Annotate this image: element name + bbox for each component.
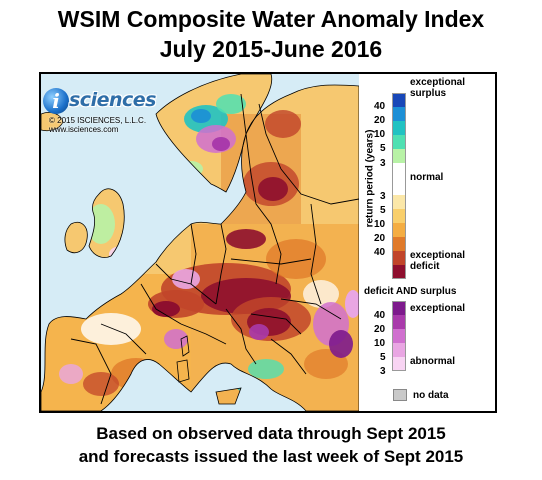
swatch-deficit-20: [392, 237, 406, 251]
legend-both-title: deficit AND surplus: [364, 286, 457, 297]
logo-globe-icon: i: [43, 88, 69, 114]
logo-url: www.isciences.com: [49, 125, 119, 134]
legend-both-top-label: exceptional: [410, 303, 466, 314]
map-frame: i sciences © 2015 ISCIENCES, L.L.C. www.…: [39, 72, 497, 413]
swatch-surplus-20: [392, 107, 406, 121]
legend-deficit-label-1: exceptional: [410, 250, 466, 261]
europe-map: [41, 74, 359, 411]
swatch-both-10: [392, 329, 406, 343]
tick-deficit-3: 3: [380, 191, 386, 202]
swatch-surplus-5: [392, 135, 406, 149]
tick-surplus-40: 40: [374, 101, 386, 112]
tick-both-40: 40: [374, 310, 386, 321]
tick-both-3: 3: [380, 366, 386, 377]
tick-both-5: 5: [380, 352, 386, 363]
swatch-deficit-10: [392, 223, 406, 237]
legend: return period (years) exceptional surplu…: [359, 74, 495, 411]
tick-deficit-10: 10: [374, 219, 386, 230]
tick-surplus-3: 3: [380, 158, 386, 169]
tick-both-10: 10: [374, 338, 386, 349]
swatch-deficit-exceptional: [392, 265, 406, 279]
tick-deficit-20: 20: [374, 233, 386, 244]
footer-note-line-1: Based on observed data through Sept 2015: [96, 424, 446, 443]
legend-normal-label: normal: [410, 172, 444, 183]
legend-surplus-label-1: exceptional: [410, 77, 466, 88]
swatch-deficit-3: [392, 195, 406, 209]
logo-wordmark: sciences: [69, 89, 156, 111]
swatch-surplus-10: [392, 121, 406, 135]
tick-deficit-40: 40: [374, 247, 386, 258]
swatch-deficit-40: [392, 251, 406, 265]
tick-both-20: 20: [374, 324, 386, 335]
swatch-normal: [392, 163, 406, 195]
footer-note-line-2: and forecasts issued the last week of Se…: [78, 447, 464, 466]
legend-deficit-label-2: deficit: [410, 261, 440, 272]
map-area: i sciences © 2015 ISCIENCES, L.L.C. www.…: [41, 74, 359, 411]
isciences-logo: i sciences © 2015 ISCIENCES, L.L.C. www.…: [43, 88, 163, 134]
swatch-both-40: [392, 301, 406, 315]
swatch-deficit-5: [392, 209, 406, 223]
tick-surplus-5: 5: [380, 143, 386, 154]
legend-surplus-label-2: surplus: [410, 88, 447, 99]
tick-deficit-5: 5: [380, 205, 386, 216]
map-title: WSIM Composite Water Anomaly Index: [57, 6, 485, 32]
swatch-both-5: [392, 343, 406, 357]
logo-copyright: © 2015 ISCIENCES, L.L.C.: [49, 116, 147, 125]
swatch-both-20: [392, 315, 406, 329]
legend-both-bottom-label: abnormal: [410, 356, 456, 367]
legend-axis-title: return period (years): [364, 129, 376, 228]
swatch-surplus-40: [392, 93, 406, 107]
tick-surplus-20: 20: [374, 115, 386, 126]
map-subtitle: July 2015-June 2016: [159, 36, 383, 62]
legend-nodata-label: no data: [413, 390, 449, 401]
swatch-both-3: [392, 357, 406, 371]
tick-surplus-10: 10: [374, 129, 386, 140]
swatch-surplus-3: [392, 149, 406, 163]
swatch-no-data: [393, 389, 407, 401]
